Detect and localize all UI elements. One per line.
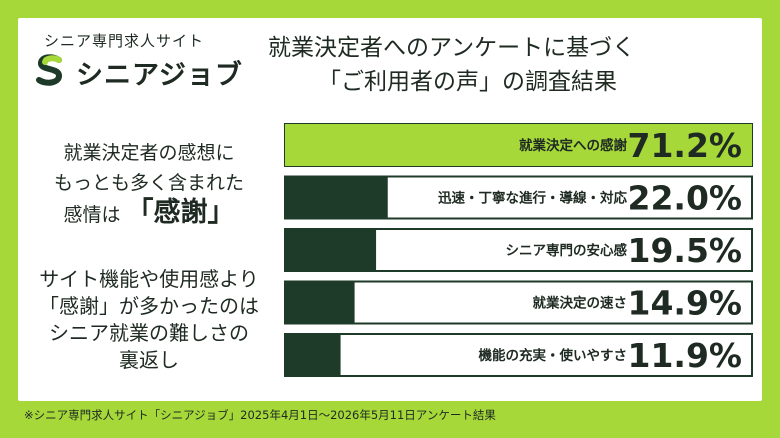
bar (285, 229, 377, 271)
bar-track (284, 280, 753, 325)
bar-value-label: 14.9% (628, 284, 743, 323)
bar-value-label: 22.0% (628, 179, 743, 218)
summary-text: 就業決定者の感想に もっとも多く含まれた 感情は 「感謝」 (30, 138, 268, 230)
summary-line3: 感情は 「感謝」 (30, 198, 268, 230)
bar-category-label: 迅速・丁寧な進行・導線・対応 (438, 190, 627, 207)
page-title-line1: 就業決定者へのアンケートに基づく (268, 35, 636, 61)
bar-value-label: 71.2% (628, 126, 743, 165)
page-title-line2: 「ご利用者の声」の調査結果 (318, 69, 617, 95)
insight-line4: 裏返し (119, 348, 179, 372)
bar-category-label: 就業決定への感謝 (519, 137, 627, 154)
insight-line2: 「感謝」が多かったのは (39, 294, 259, 318)
bar-track (284, 333, 753, 377)
bar-value-label: 11.9% (628, 336, 743, 375)
summary-emphasis: 「感謝」 (126, 197, 235, 228)
insight-line3: シニア就業の難しさの (49, 321, 249, 345)
summary-line3-prefix: 感情は (63, 204, 121, 226)
bar (285, 176, 388, 219)
bar-category-label: 就業決定の速さ (533, 295, 628, 312)
insight-line1: サイト機能や使用感より (39, 267, 259, 291)
bar (285, 334, 341, 376)
insight-text: サイト機能や使用感より 「感謝」が多かったのは シニア就業の難しさの 裏返し (30, 266, 268, 374)
bar-category-label: シニア専門の安心感 (506, 242, 628, 259)
logo-subtitle: シニア専門求人サイト (44, 32, 205, 50)
bar-category-label: 機能の充実・使いやすさ (479, 347, 628, 364)
logo-s-icon (36, 54, 62, 86)
footnote: ※シニア専門求人サイト「シニアジョブ」2025年4月1日～2026年5月11日ア… (24, 408, 496, 422)
bar (285, 281, 355, 324)
logo-name: シニアジョブ (76, 60, 243, 91)
bar (285, 124, 752, 166)
summary-line2: もっとも多く含まれた (53, 172, 244, 194)
summary-line1: 就業決定者の感想に (63, 142, 235, 164)
bar-value-label: 19.5% (628, 231, 743, 270)
